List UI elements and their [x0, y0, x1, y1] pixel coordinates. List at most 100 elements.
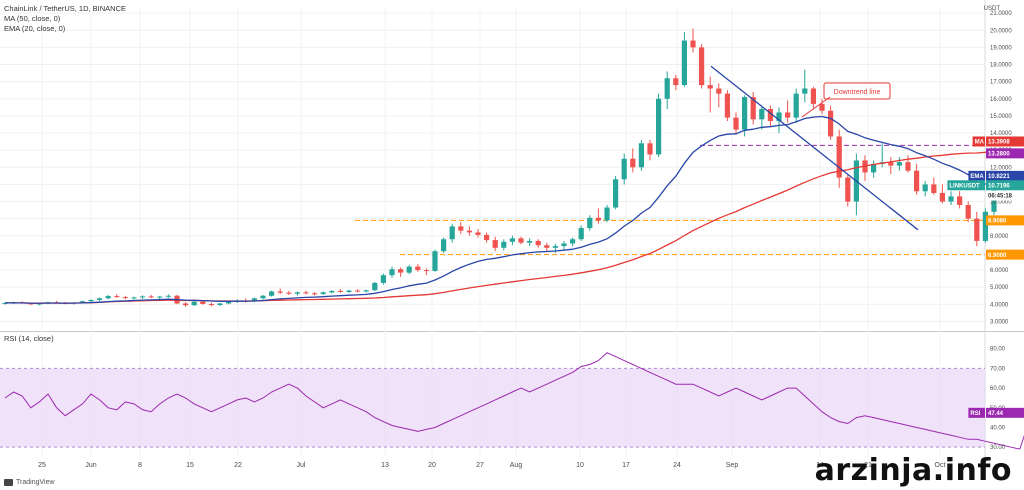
rsi-line	[4, 352, 1024, 450]
candle-body	[733, 117, 739, 130]
candle-body	[466, 230, 472, 233]
candle-body	[587, 217, 593, 229]
candle-body	[36, 303, 42, 305]
candle-body	[251, 298, 257, 302]
countdown-value: 06:45:18	[988, 194, 1013, 200]
candle-body	[260, 295, 266, 299]
rsi-value: 47.44	[988, 411, 1004, 417]
candle-body	[329, 290, 335, 293]
candle-body	[931, 184, 937, 193]
candle-body	[183, 303, 189, 306]
candle-body	[742, 97, 748, 130]
unit-label: USDT	[984, 6, 1001, 12]
candle-body	[707, 85, 713, 89]
candle-body	[226, 301, 232, 304]
time-tick-label: 17	[622, 462, 630, 469]
price-tick-label: 10.0000	[990, 200, 1012, 206]
rsi-tag	[968, 407, 985, 418]
price-tick-label: 4.0000	[990, 302, 1009, 308]
time-axis: 25 Jun 8 15 22 Jul 13 20 27 Aug 10 17 24 Sep 14 21 Oct	[38, 462, 945, 469]
price-tick-label: 16.0000	[990, 97, 1012, 103]
time-tick-label: 10	[576, 462, 584, 469]
site-watermark: arzinja.info	[814, 453, 1012, 488]
time-tick-label: 22	[234, 462, 242, 469]
price-tick-label: 21.0000	[990, 11, 1012, 17]
candle-body	[458, 226, 464, 231]
candle-body	[355, 290, 361, 292]
candle-body	[363, 290, 369, 292]
candle-body	[673, 78, 679, 86]
time-tick-label: Sep	[726, 462, 739, 469]
candle-body	[492, 240, 498, 248]
candle-body	[914, 170, 920, 192]
time-tick-label: Jun	[85, 462, 96, 469]
last-price-name: LINKUSDT	[949, 183, 980, 189]
tradingview-logo: TradingView	[4, 479, 55, 486]
candle-body	[122, 297, 128, 299]
candle-body	[389, 269, 395, 276]
candle-body	[475, 232, 481, 235]
rsi-tick-label: 70.00	[990, 366, 1006, 372]
time-tick-label: 25	[38, 462, 46, 469]
time-tick-label: 21	[864, 462, 872, 469]
candle-body	[79, 301, 85, 303]
candle-body	[346, 290, 352, 292]
candle-body	[767, 109, 773, 122]
ema-tag	[968, 170, 985, 181]
candle-body	[759, 109, 765, 120]
candle-body	[690, 40, 696, 48]
annotation-pointer	[801, 96, 831, 118]
rsi-tick-label: 30.00	[990, 445, 1006, 451]
time-tick-label: 24	[673, 462, 681, 469]
candle-body	[441, 239, 447, 252]
ma-level-badge	[986, 148, 1024, 159]
candle-body	[785, 112, 791, 118]
rsi-tick-label: 60.00	[990, 386, 1006, 392]
candle-body	[97, 298, 103, 301]
last-price-tag	[947, 180, 985, 191]
candle-body	[716, 88, 722, 94]
ma-level-value: 13.2800	[988, 152, 1010, 158]
candle-body	[157, 296, 163, 298]
price-tick-label: 20.0000	[990, 28, 1012, 34]
candle-body	[810, 88, 816, 104]
ma-tag	[972, 136, 985, 147]
candle-body	[836, 136, 842, 178]
time-tick-label: Aug	[510, 462, 523, 469]
candle-body	[509, 238, 515, 242]
support-upper-badge	[986, 215, 1024, 226]
support-lower-badge	[986, 249, 1024, 260]
candle-body	[423, 270, 429, 272]
candle-body	[165, 295, 171, 297]
price-tick-label: 14.0000	[990, 131, 1012, 137]
ma-badge	[986, 136, 1024, 147]
ma50-line	[4, 150, 995, 304]
rsi-pane-title: RSI (14, close)	[4, 334, 54, 343]
candle-body	[337, 290, 343, 292]
tradingview-brand: TradingView	[16, 479, 55, 486]
candle-body	[982, 211, 988, 241]
candle-body	[372, 282, 378, 291]
time-tick-label: 13	[381, 462, 389, 469]
candle-body	[974, 218, 980, 241]
rsi-band	[0, 368, 985, 448]
candle-body	[88, 300, 94, 302]
candle-body	[535, 240, 541, 246]
chart-title: ChainLink / TetherUS, 1D, BINANCE	[4, 4, 126, 13]
annotation-box	[823, 82, 891, 100]
ema-badge	[986, 170, 1024, 181]
tradingview-icon	[4, 479, 13, 486]
candle-body	[724, 93, 730, 118]
candle-body	[415, 266, 421, 271]
candle-body	[750, 97, 756, 120]
rsi-name: RSI	[970, 411, 980, 417]
candle-body	[578, 228, 584, 240]
downtrend-line	[710, 65, 919, 231]
price-tick-label: 17.0000	[990, 80, 1012, 86]
candle-body	[776, 112, 782, 122]
candle-body	[793, 93, 799, 118]
candle-body	[561, 243, 567, 247]
candle-body	[527, 240, 533, 243]
candle-body	[140, 296, 146, 298]
candle-body	[845, 177, 851, 202]
